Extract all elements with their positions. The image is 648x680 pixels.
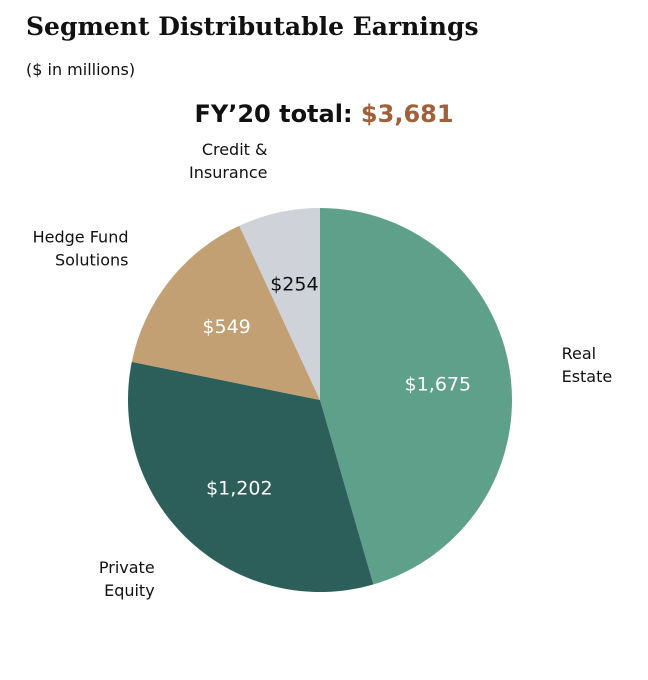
category-label-real-estate: Real Estate [562,344,613,386]
value-label-real-estate: $1,675 [405,373,471,395]
value-label-credit-insurance: $254 [270,274,318,296]
total-line: FY’20 total: $3,681 [0,100,648,128]
value-label-hedge-fund-solutions: $549 [202,316,250,338]
pie-slice-hedge-fund-solutions [131,225,320,400]
total-prefix: FY’20 total: [194,100,353,128]
pie-slice-private-equity [127,361,374,592]
category-label-hedge-fund-solutions: Hedge Fund Solutions [33,227,129,269]
total-value: $3,681 [360,100,454,128]
pie-slice-credit-insurance [239,208,320,400]
category-label-private-equity: Private Equity [99,558,155,600]
chart-title: Segment Distributable Earnings [26,12,479,41]
chart-subtitle: ($ in millions) [26,60,136,79]
category-label-credit-insurance: Credit & Insurance [189,140,268,182]
value-label-private-equity: $1,202 [206,478,272,500]
pie-slice-real-estate [320,208,513,585]
